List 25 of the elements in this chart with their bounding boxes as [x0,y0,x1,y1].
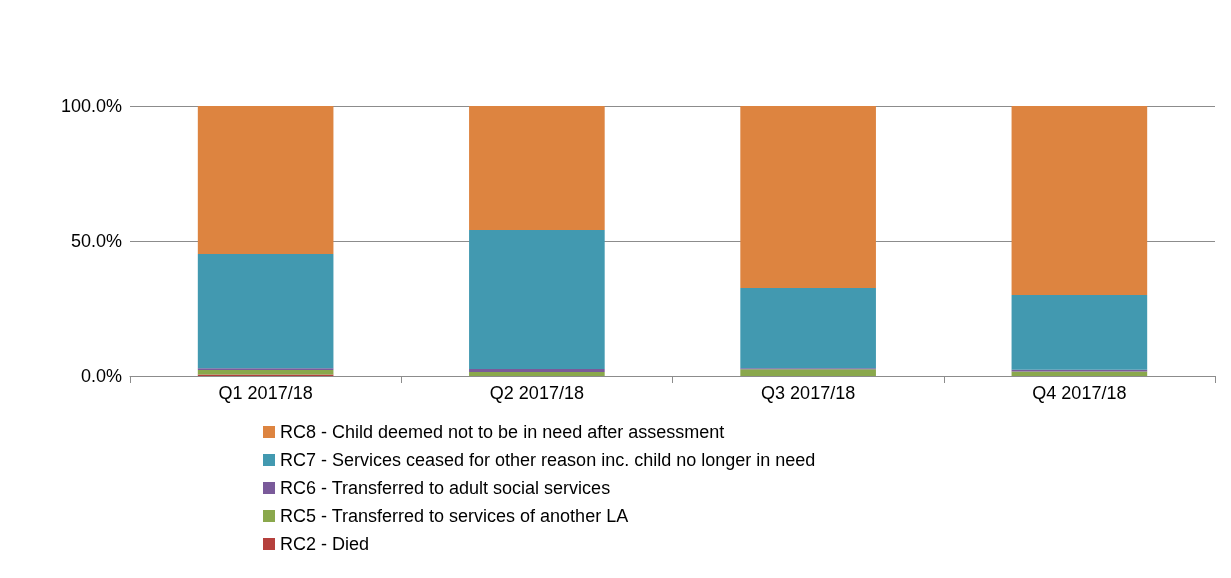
bar [469,106,605,230]
bar [1011,295,1148,370]
legend-label: RC5 - Transferred to services of another LA [280,506,629,526]
x-tick-label: Q4 2017/18 [1032,383,1127,403]
bar [740,369,876,376]
y-tick-label: 100.0% [60,96,122,116]
x-tick-label: Q3 2017/18 [761,383,856,403]
bar [469,229,605,369]
legend-label: RC8 - Child deemed not to be in need after assessment [280,422,725,442]
x-tick-label: Q1 2017/18 [218,383,313,403]
bar [1011,106,1148,295]
x-tick-label: Q2 2017/18 [489,383,584,403]
legend-label: RC7 - Services ceased for other reason inc. child no longer in need [280,450,816,470]
bar [740,106,876,288]
bar [197,106,334,254]
bar [469,371,605,376]
bar [197,370,334,375]
y-tick-label: 0.0% [80,366,122,386]
y-tick-label: 50.0% [70,231,122,251]
bar [1011,371,1148,376]
bar [740,287,876,369]
bar [469,368,605,372]
bar [197,253,334,369]
legend-label: RC6 - Transferred to adult social services [280,478,611,498]
legend-label: RC2 - Died [280,534,370,554]
